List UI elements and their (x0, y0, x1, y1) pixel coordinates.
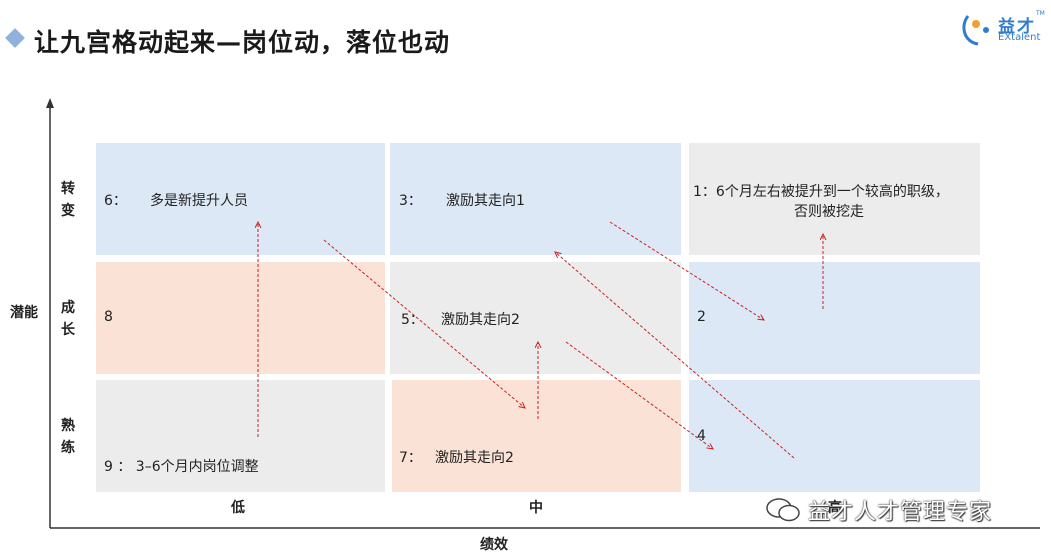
cell-1 (689, 143, 980, 255)
col-label-mid: 中 (529, 500, 543, 516)
cell-1-line1: 1：6个月左右被提升到一个较高的职级， (693, 184, 949, 200)
x-axis-label: 绩效 (480, 537, 508, 553)
row-label-char: 变 (61, 203, 75, 219)
row-label-growth: 成 长 (58, 297, 78, 341)
wechat-icon (766, 498, 800, 522)
cell-2 (689, 262, 980, 374)
row-label-char: 转 (61, 181, 75, 197)
logo-en-text: EXtalent (998, 32, 1041, 43)
row-label-transform: 转 变 (58, 178, 78, 222)
cell-3-text: 激励其走向1 (446, 193, 525, 209)
cell-9 (96, 380, 385, 492)
row-label-skilled: 熟 练 (58, 415, 78, 459)
cell-4-num: 4 (697, 428, 706, 444)
watermark-text: 益才人才管理专家 (808, 500, 993, 525)
col-label-high: 高 (828, 500, 842, 516)
arrow-4-to-3 (555, 252, 795, 459)
cell-5-num: 5： (401, 312, 424, 328)
cell-2-num: 2 (697, 309, 706, 325)
cell-8-num: 8 (104, 309, 113, 325)
row-label-char: 成 (61, 300, 75, 316)
arrow-5-to-4 (565, 341, 713, 449)
row-label-char: 长 (61, 322, 75, 338)
cell-8 (96, 262, 385, 374)
extalent-logo-icon (962, 15, 989, 46)
arrow-6-to-7 (323, 239, 525, 408)
cell-5 (390, 262, 681, 374)
logo-tm-text: TM (1036, 10, 1045, 17)
cell-9-text: 9 ： 3–6个月内岗位调整 (104, 459, 259, 475)
cell-7-text: 激励其走向2 (435, 450, 514, 466)
cell-7 (392, 380, 681, 492)
cell-5-text: 激励其走向2 (441, 312, 520, 328)
cell-3-num: 3： (399, 193, 422, 209)
cell-1-line2: 否则被挖走 (794, 204, 864, 220)
y-axis-label: 潜能 (10, 305, 38, 321)
row-label-char: 练 (61, 440, 75, 456)
cell-6-num: 6： (104, 193, 127, 209)
logo-cn-text: 益才 (998, 17, 1036, 37)
cell-7-num: 7： (399, 450, 422, 466)
page-title: 让九宫格动起来—岗位动，落位也动 (34, 28, 451, 57)
arrow-3-to-2 (609, 221, 764, 320)
cell-6 (96, 143, 385, 255)
row-label-char: 熟 (61, 418, 75, 434)
col-label-low: 低 (231, 500, 245, 516)
cell-6-text: 多是新提升人员 (150, 193, 248, 209)
cell-4 (689, 380, 980, 492)
